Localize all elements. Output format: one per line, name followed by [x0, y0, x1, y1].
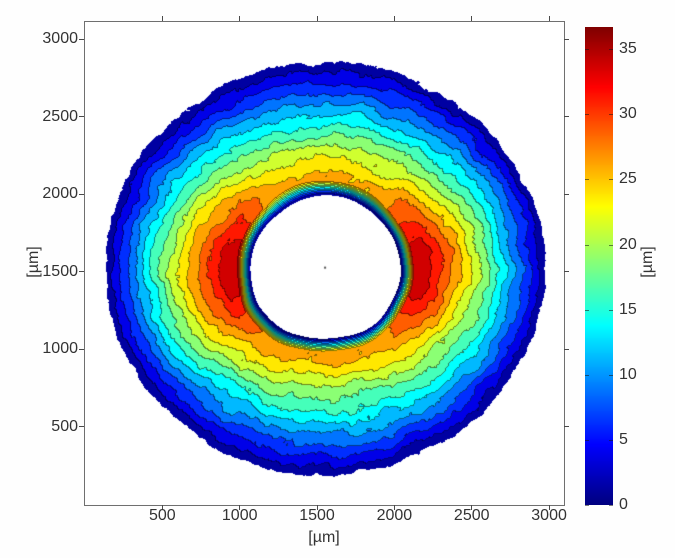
y-tick-label: 1000	[42, 340, 78, 358]
y-tick-right	[564, 38, 569, 40]
x-tick	[393, 505, 395, 510]
colorbar-tick-label: 0	[619, 496, 628, 513]
x-tick-top	[316, 16, 318, 21]
x-tick-top	[393, 16, 395, 21]
y-tick	[79, 38, 84, 40]
colorbar-tick-right	[609, 179, 613, 181]
x-tick-top	[239, 16, 241, 21]
colorbar-tick	[585, 374, 589, 376]
x-tick-label: 1500	[299, 507, 335, 524]
colorbar-tick	[585, 505, 589, 506]
x-tick-label: 500	[148, 507, 176, 524]
y-tick	[79, 271, 84, 273]
colorbar-tick	[585, 244, 589, 246]
y-tick	[79, 348, 84, 350]
x-tick	[316, 505, 318, 510]
y-tick-right	[564, 348, 569, 350]
colorbar-tick-right	[609, 374, 613, 376]
x-tick-label: 1000	[221, 507, 258, 524]
y-tick-label: 2000	[42, 185, 78, 203]
y-tick-label: 2500	[42, 107, 78, 125]
x-tick-label: 3000	[531, 507, 567, 524]
contour-canvas	[85, 22, 563, 504]
colorbar-tick	[585, 309, 589, 311]
colorbar-gradient	[585, 27, 613, 505]
colorbar-tick-label: 20	[619, 235, 637, 253]
y-tick-label: 1500	[42, 262, 78, 280]
colorbar-tick-label: 10	[619, 365, 637, 383]
y-tick-right	[564, 271, 569, 273]
y-tick-right	[564, 426, 569, 427]
colorbar-tick-right	[609, 309, 613, 311]
colorbar-tick	[585, 114, 589, 116]
y-tick	[79, 116, 84, 118]
colorbar-tick	[585, 439, 589, 441]
y-tick	[79, 426, 84, 427]
y-tick-right	[564, 193, 569, 195]
colorbar-tick-label: 30	[619, 105, 637, 123]
x-tick	[548, 505, 550, 510]
colorbar-tick-label: 15	[619, 300, 637, 318]
colorbar-tick-right	[609, 505, 613, 506]
colorbar-tick-right	[609, 49, 613, 51]
colorbar-tick-right	[609, 244, 613, 246]
x-tick	[471, 505, 473, 510]
colorbar-tick	[585, 179, 589, 181]
x-tick-label: 2500	[453, 507, 490, 524]
y-tick	[79, 193, 84, 195]
colorbar-tick-label: 5	[619, 430, 628, 448]
colorbar-tick-right	[609, 114, 613, 116]
x-tick	[239, 505, 241, 510]
y-tick-label: 500	[51, 417, 78, 435]
x-tick-label: 2000	[376, 507, 413, 524]
colorbar-tick-label: 35	[619, 40, 637, 58]
x-tick-top	[548, 16, 550, 21]
x-axis-label: [µm]	[308, 529, 340, 546]
x-tick-top	[471, 16, 473, 21]
y-tick-right	[564, 116, 569, 118]
y-tick-label: 3000	[42, 30, 78, 48]
x-tick	[161, 505, 163, 510]
x-tick-top	[161, 16, 163, 21]
colorbar-tick-label: 25	[619, 170, 637, 188]
plot-axes-box	[84, 21, 565, 506]
colorbar-tick	[585, 49, 589, 51]
colorbar-tick-right	[609, 439, 613, 441]
